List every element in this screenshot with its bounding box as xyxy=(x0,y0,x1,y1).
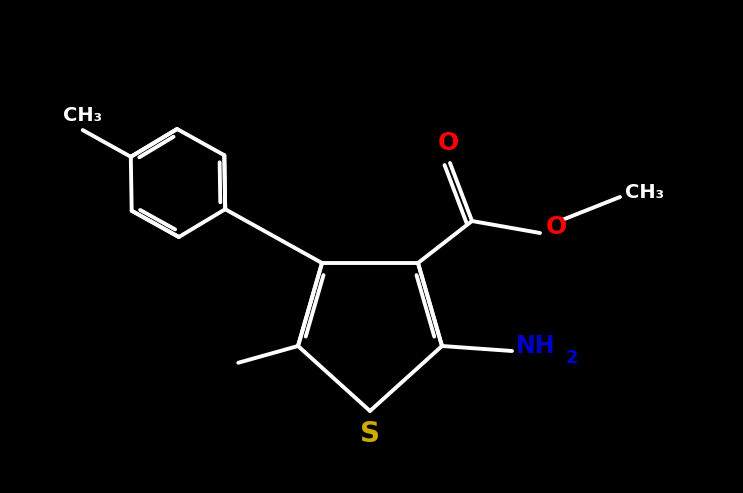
Text: CH₃: CH₃ xyxy=(625,183,664,203)
Text: O: O xyxy=(546,215,567,239)
Text: 2: 2 xyxy=(566,349,579,367)
Text: S: S xyxy=(360,420,380,448)
Text: NH: NH xyxy=(516,334,556,358)
Text: O: O xyxy=(438,131,458,155)
Text: CH₃: CH₃ xyxy=(63,106,103,125)
